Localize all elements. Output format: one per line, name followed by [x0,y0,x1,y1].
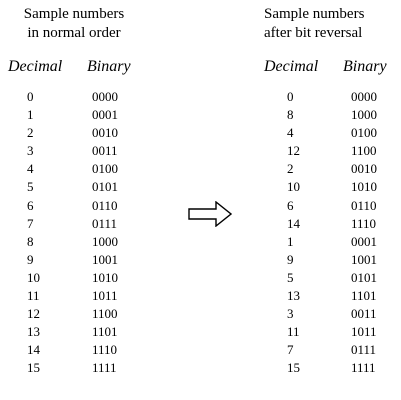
left-binary-value: 0001 [92,107,118,123]
left-decimal-value: 5 [27,179,34,195]
right-decimal-value: 12 [287,143,300,159]
left-binary-value: 0101 [92,179,118,195]
right-decimal-column: 0 8 4 12 2 10 6 14 1 9 5 13 3 11 7 15 [287,88,300,378]
left-binary-value: 1010 [92,269,118,285]
right-binary-value: 1111 [351,360,376,376]
left-binary-value: 0000 [92,89,118,104]
left-decimal-column: 0 1 2 3 4 5 6 7 8 9 10 11 12 13 14 15 [27,88,40,378]
right-binary-value: 0110 [351,197,377,213]
right-binary-value: 1101 [351,288,377,304]
right-binary-value: 0010 [351,161,377,177]
left-binary-column: 0000 0001 0010 0011 0100 0101 0110 0111 1000 1001… [92,88,118,378]
left-binary-value: 1000 [92,233,118,249]
left-binary-value: 1110 [92,342,118,358]
right-decimal-value: 8 [287,107,294,123]
right-decimal-value: 14 [287,215,300,231]
right-decimal-value: 3 [287,306,294,322]
left-decimal-title: Decimal [8,58,63,75]
left-decimal-value: 11 [27,288,40,304]
left-binary-value: 0011 [92,143,118,159]
right-decimal-value: 13 [287,288,300,304]
left-decimal-value: 2 [27,125,34,141]
right-decimal-value: 9 [287,251,294,267]
left-binary-value: 0111 [92,215,118,231]
left-binary-title: Binary [87,58,131,75]
left-decimal-value: 1 [27,107,34,123]
right-binary-value: 1010 [351,179,377,195]
right-decimal-value: 15 [287,360,300,376]
right-arrow-icon [188,201,232,227]
right-binary-value: 1000 [351,107,377,123]
right-decimal-value: 5 [287,269,294,285]
right-heading: Sample numbers after bit reversal [256,5,401,43]
left-decimal-value: 3 [27,143,34,159]
right-binary-value: 1100 [351,143,377,159]
right-decimal-value: 2 [287,161,294,177]
right-binary-value: 1011 [351,324,377,340]
right-binary-column: 0000 1000 0100 1100 0010 1010 0110 1110 0001 1001… [351,88,377,378]
right-decimal-value: 0 [287,89,294,104]
left-decimal-value: 7 [27,215,34,231]
right-binary-value: 1110 [351,215,377,231]
left-heading-line2: in normal order [27,25,121,41]
left-decimal-value: 12 [27,306,40,322]
right-binary-title: Binary [343,58,387,75]
left-decimal-value: 15 [27,360,40,376]
right-decimal-value: 4 [287,125,294,141]
right-heading-line2: after bit reversal [264,25,363,41]
left-binary-value: 1101 [92,324,118,340]
left-binary-value: 1001 [92,251,118,267]
right-binary-value: 0111 [351,342,377,358]
left-binary-value: 0010 [92,125,118,141]
left-binary-value: 0110 [92,197,118,213]
right-binary-value: 0011 [351,306,377,322]
left-heading-line1: Sample numbers [23,6,125,22]
left-heading: Sample numbers in normal order [4,5,144,43]
right-binary-value: 0001 [351,233,377,249]
right-binary-value: 1001 [351,251,377,267]
left-decimal-value: 13 [27,324,40,340]
right-heading-line1: Sample numbers [264,6,365,22]
right-binary-value: 0101 [351,269,377,285]
left-binary-value: 0100 [92,161,118,177]
right-decimal-title: Decimal [264,58,319,75]
right-decimal-value: 7 [287,342,294,358]
left-binary-value: 1011 [92,288,118,304]
left-binary-value: 1100 [92,306,118,322]
left-decimal-value: 10 [27,269,40,285]
right-decimal-value: 1 [287,233,294,249]
left-decimal-value: 9 [27,251,34,267]
left-decimal-value: 6 [27,197,34,213]
right-decimal-value: 10 [287,179,300,195]
left-decimal-value: 4 [27,161,34,177]
left-decimal-value: 0 [27,89,34,104]
left-decimal-value: 8 [27,233,34,249]
right-binary-value: 0100 [351,125,377,141]
right-decimal-value: 11 [287,324,300,340]
right-binary-value: 0000 [351,89,377,104]
left-decimal-value: 14 [27,342,40,358]
right-decimal-value: 6 [287,197,294,213]
left-binary-value: 1111 [92,360,117,376]
